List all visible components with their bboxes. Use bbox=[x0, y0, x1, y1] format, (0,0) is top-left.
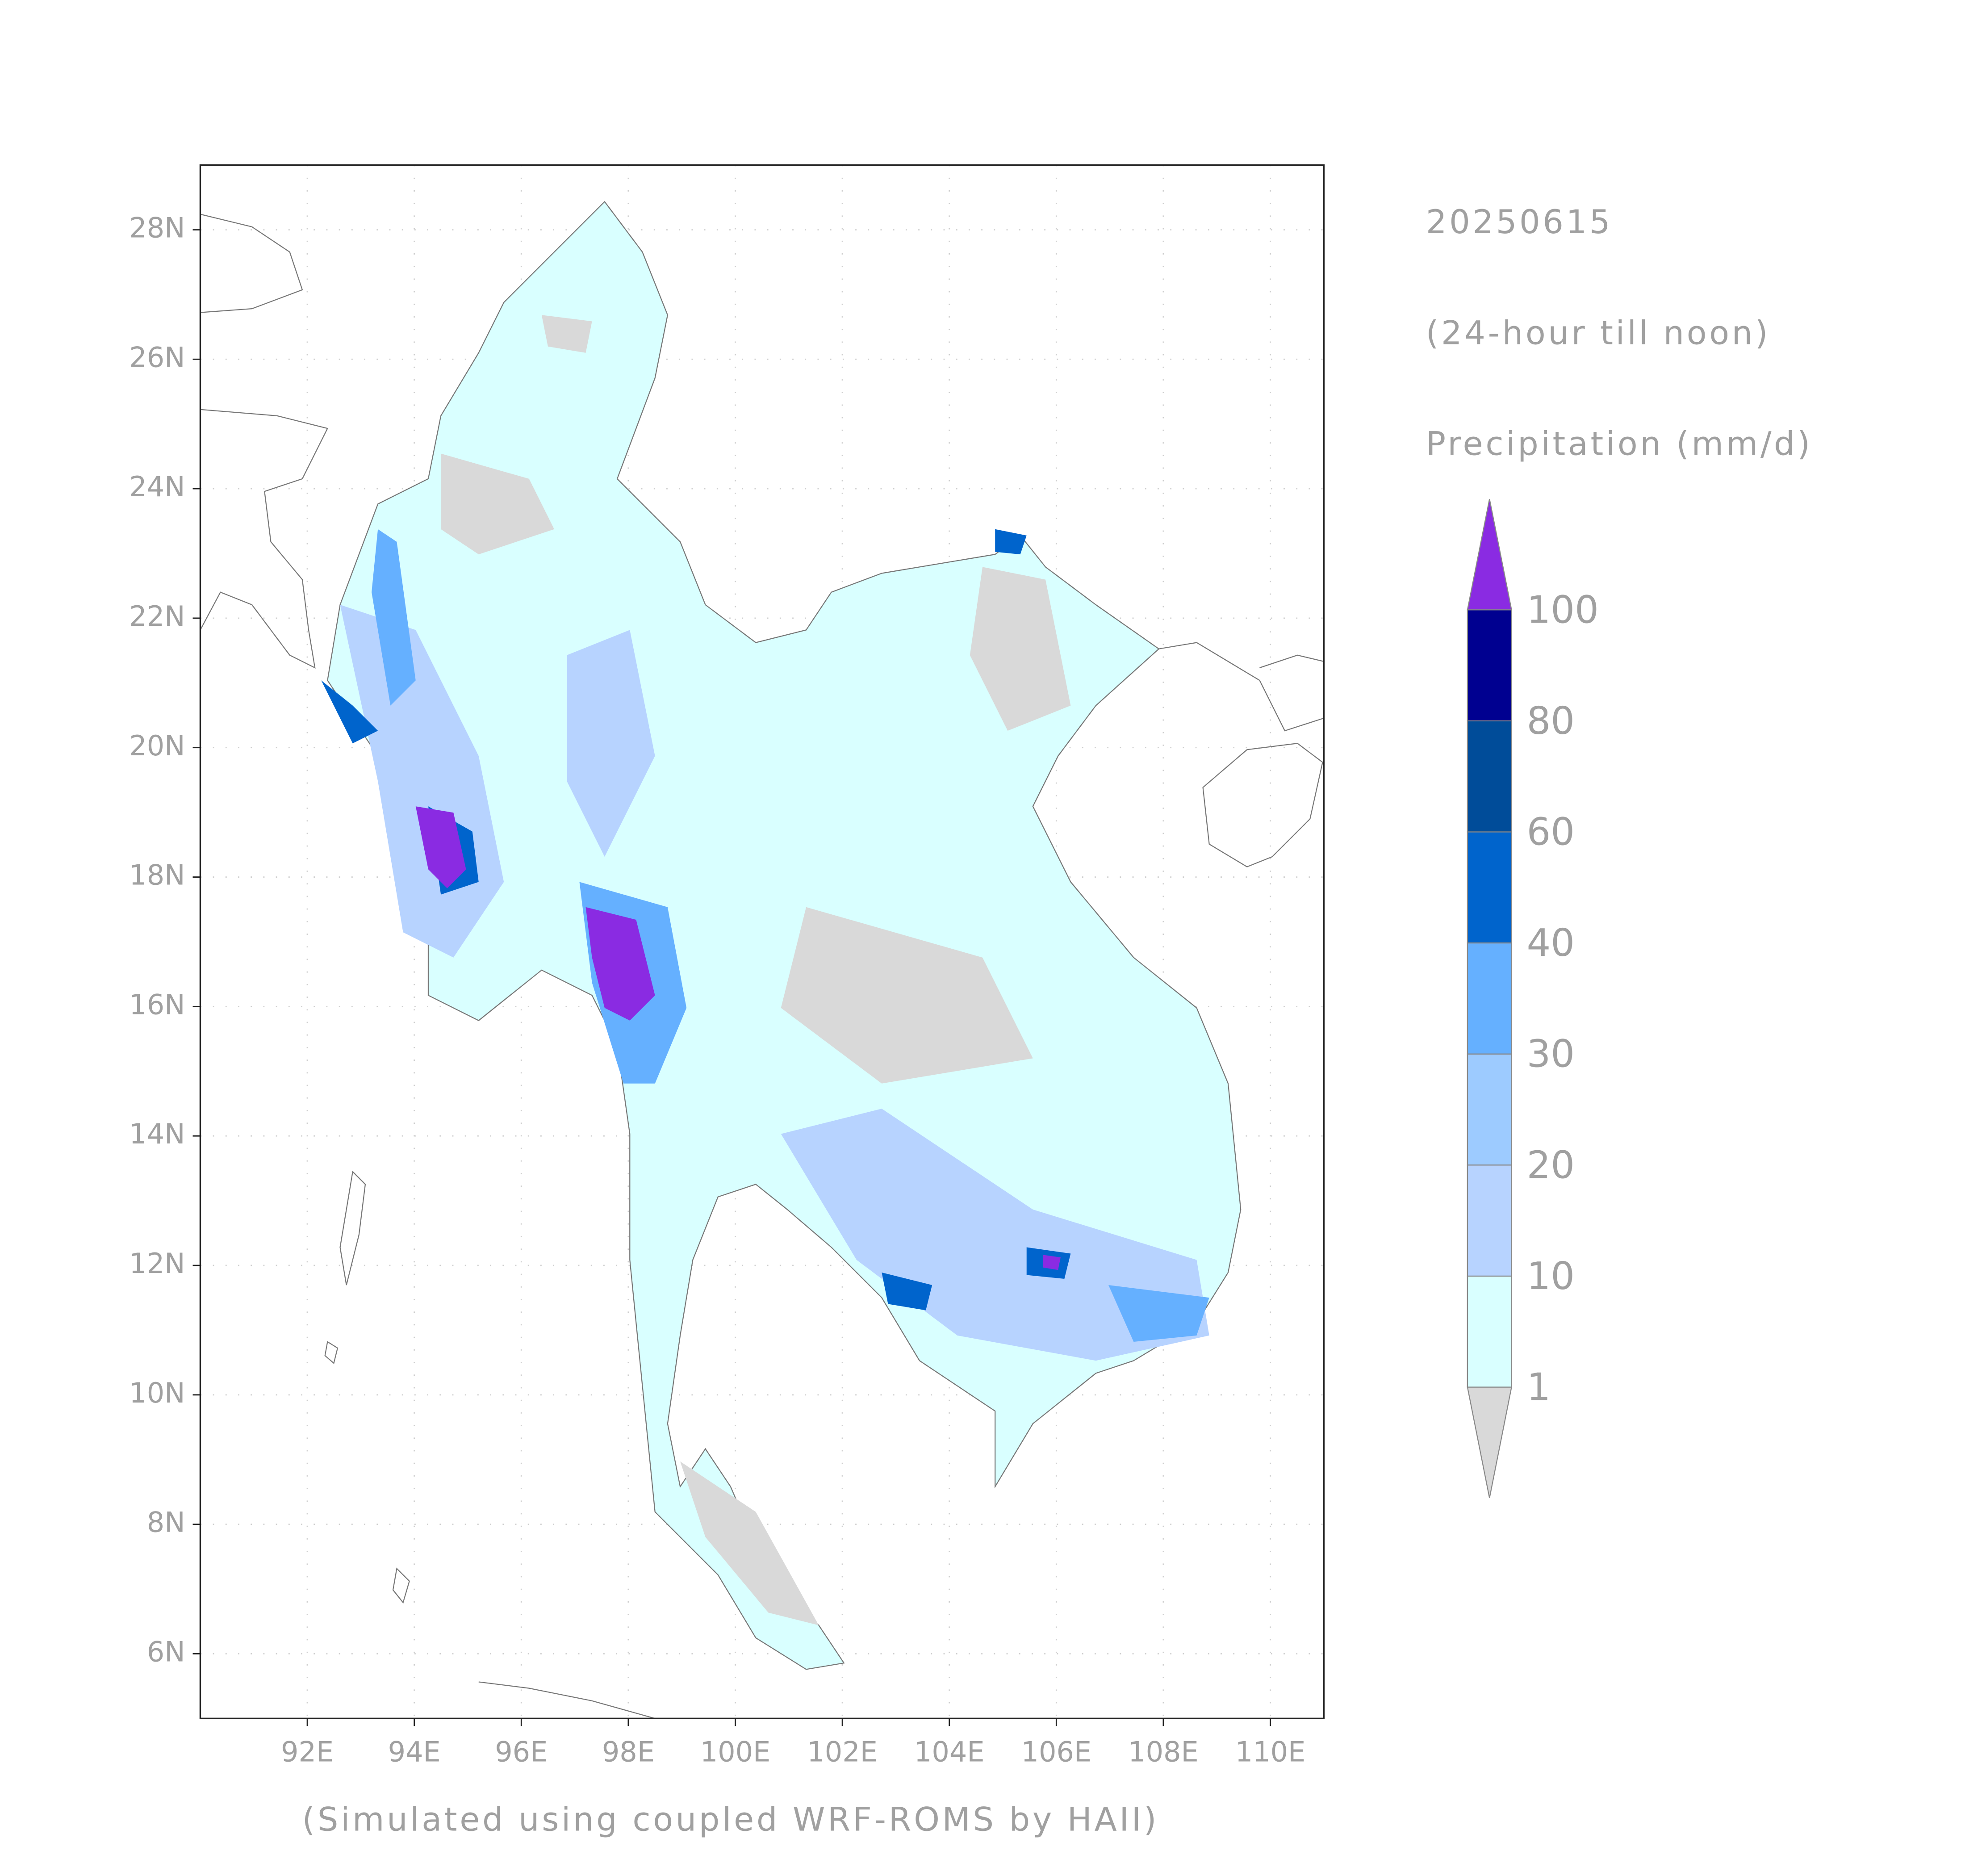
precip-patches bbox=[321, 315, 1209, 1625]
colorbar-label: 40 bbox=[1526, 921, 1575, 965]
coastline-india bbox=[200, 214, 328, 669]
lat-tick-label: 28N bbox=[129, 212, 185, 244]
lat-tick-label: 8N bbox=[147, 1506, 185, 1539]
coastline-islands bbox=[324, 1170, 655, 1719]
lat-tick-label: 10N bbox=[129, 1377, 185, 1409]
colorbar-label: 10 bbox=[1526, 1254, 1575, 1298]
lat-tick-label: 16N bbox=[129, 988, 185, 1021]
colorbar-label: 80 bbox=[1526, 699, 1575, 743]
colorbar-segment bbox=[1467, 1053, 1512, 1166]
colorbar-label: 60 bbox=[1526, 810, 1575, 854]
date-label: 20250615 bbox=[1426, 203, 1613, 241]
colorbar-segment bbox=[1467, 1275, 1512, 1388]
colorbar-segment bbox=[1467, 1164, 1512, 1277]
colorbar-segment bbox=[1467, 609, 1512, 721]
colorbar: 1 10 20 30 40 60 80 100 bbox=[1467, 498, 1599, 1498]
lat-tick-label: 22N bbox=[129, 600, 185, 632]
lon-tick-label: 96E bbox=[495, 1735, 548, 1768]
coastline-hainan bbox=[1202, 743, 1323, 867]
period-label: (24-hour till noon) bbox=[1426, 314, 1770, 352]
colorbar-over bbox=[1467, 498, 1512, 611]
footer-note: (Simulated using coupled WRF-ROMS by HAI… bbox=[302, 1801, 1159, 1839]
lon-tick-label: 110E bbox=[1235, 1735, 1306, 1768]
lat-tick-label: 6N bbox=[147, 1635, 185, 1668]
lon-tick-label: 94E bbox=[388, 1735, 441, 1768]
colorbar-segment bbox=[1467, 720, 1512, 833]
map-frame bbox=[199, 164, 1325, 1719]
colorbar-under bbox=[1467, 1386, 1512, 1498]
colorbar-label: 20 bbox=[1526, 1143, 1575, 1187]
map-panel bbox=[199, 164, 1325, 1719]
lon-tick-label: 104E bbox=[914, 1735, 985, 1768]
lat-tick-label: 20N bbox=[129, 729, 185, 762]
lon-tick-label: 92E bbox=[281, 1735, 334, 1768]
lon-tick-label: 98E bbox=[602, 1735, 655, 1768]
lat-tick-label: 18N bbox=[129, 859, 185, 892]
lat-tick-label: 12N bbox=[129, 1247, 185, 1280]
coastline-china bbox=[1158, 642, 1324, 732]
variable-label: Precipitation (mm/d) bbox=[1426, 425, 1813, 463]
lon-tick-label: 106E bbox=[1021, 1735, 1092, 1768]
lon-tick-label: 100E bbox=[700, 1735, 771, 1768]
lat-tick-label: 26N bbox=[129, 341, 185, 373]
lon-tick-label: 108E bbox=[1128, 1735, 1199, 1768]
colorbar-label: 100 bbox=[1526, 587, 1599, 632]
colorbar-segment bbox=[1467, 942, 1512, 1055]
lat-tick-label: 24N bbox=[129, 470, 185, 503]
colorbar-label: 1 bbox=[1526, 1365, 1551, 1409]
colorbar-label: 30 bbox=[1526, 1032, 1575, 1076]
lat-tick-label: 14N bbox=[129, 1118, 185, 1150]
lon-tick-label: 102E bbox=[807, 1735, 878, 1768]
colorbar-segment bbox=[1467, 831, 1512, 944]
